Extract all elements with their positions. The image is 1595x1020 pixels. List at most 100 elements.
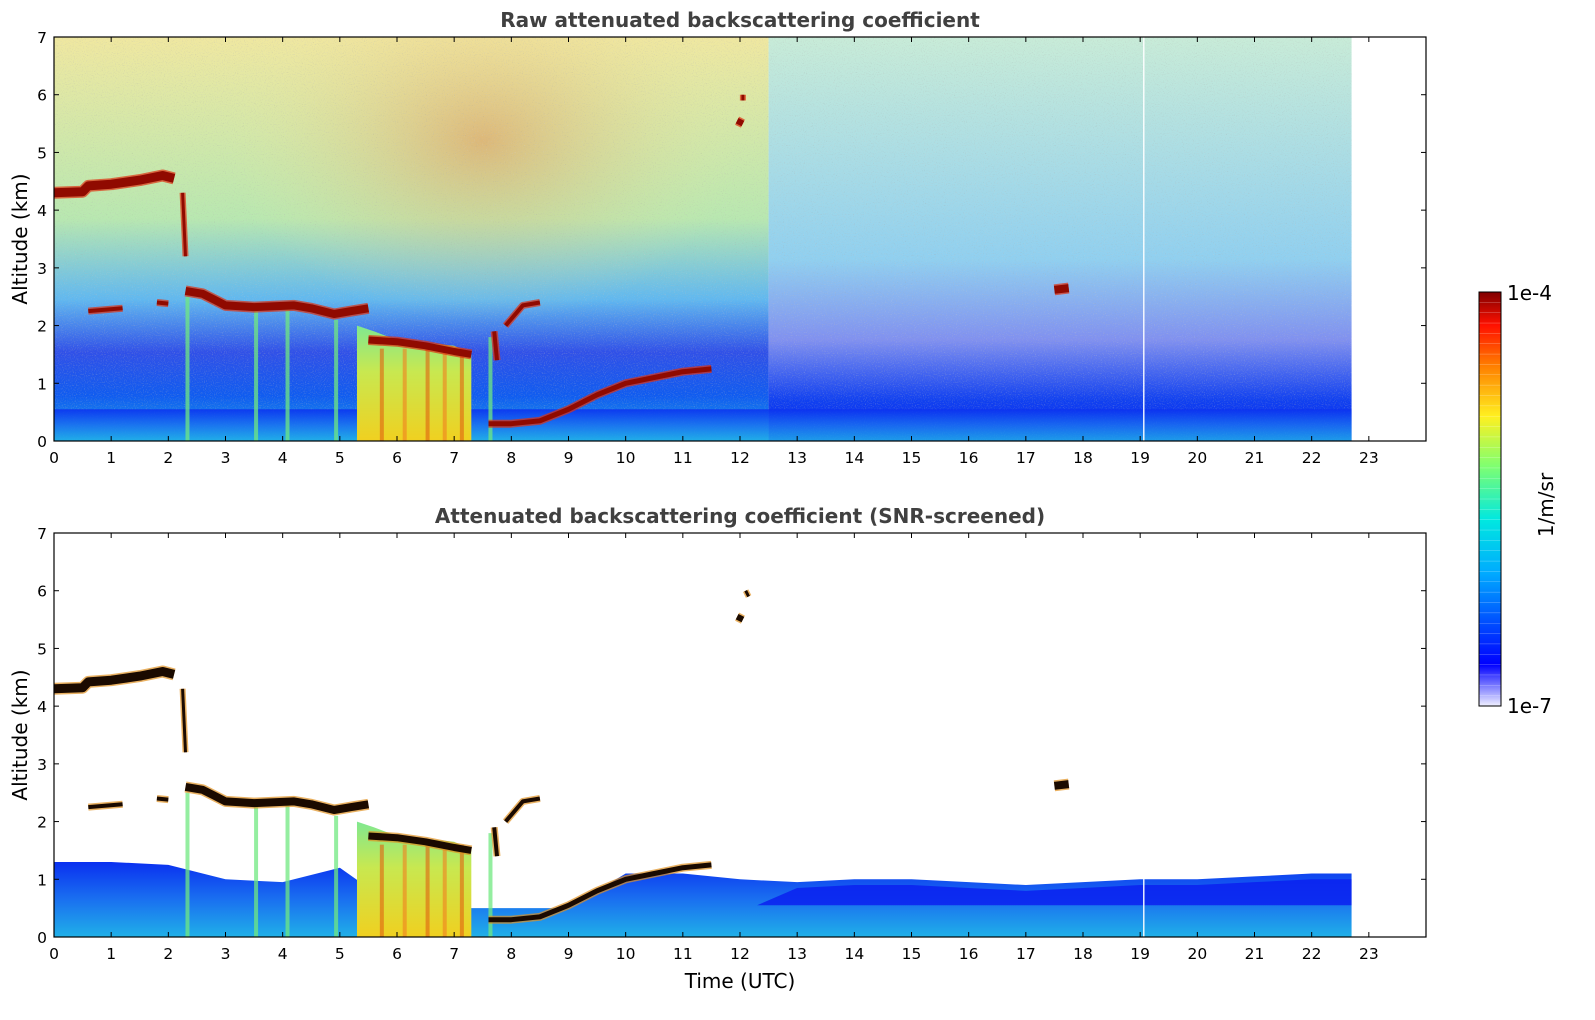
y-tick-label: 4 [37,202,47,220]
screened-y-axis-label: Altitude (km) [8,669,32,800]
cloud-elevated-a [735,614,745,623]
fall-streak [185,792,190,937]
y-tick-label: 4 [37,698,47,716]
x-tick-label: 12 [730,945,750,963]
x-tick-label: 19 [1130,449,1150,467]
y-tick-label: 3 [37,756,47,774]
raw-panel-title: Raw attenuated backscattering coefficien… [500,8,980,32]
raw-y-axis: 0 1 2 3 4 5 6 7 [37,29,1426,451]
colorbar: 1e-4 1e-7 1/m/sr [1478,281,1558,718]
x-tick-label: 11 [673,449,693,467]
cloud-layer-high [54,171,176,198]
y-tick-label: 7 [37,525,47,543]
cloud-layer-descending [488,366,712,427]
y-tick-label: 6 [37,87,47,105]
x-tick-label: 0 [49,449,59,467]
cloud-elevated-c [744,590,750,598]
cloud-layer-fall [181,192,187,257]
x-tick-label: 6 [392,945,402,963]
fall-streak [488,833,493,937]
x-tick-label: 10 [616,945,636,963]
x-tick-label: 4 [278,449,288,467]
y-tick-label: 5 [37,144,47,162]
x-tick-label: 4 [278,945,288,963]
x-tick-label: 16 [959,945,979,963]
cloud-fragment-c [492,331,499,361]
fall-streak [254,308,259,441]
x-tick-label: 16 [959,449,979,467]
fall-streak [334,319,339,441]
fall-streak [285,308,290,441]
y-tick-label: 1 [37,375,47,393]
x-tick-label: 7 [449,449,459,467]
x-tick-label: 7 [449,945,459,963]
x-tick-label: 23 [1359,449,1379,467]
x-tick-label: 22 [1302,449,1322,467]
fall-streak [254,804,259,937]
x-tick-label: 15 [902,945,922,963]
cloud-fragment-c [492,827,499,857]
x-tick-label: 18 [1073,449,1093,467]
x-tick-label: 19 [1130,945,1150,963]
fall-streak [285,804,290,937]
cloud-fragment-b [156,796,169,802]
y-tick-label: 5 [37,640,47,658]
raw-noise-texture [54,37,1352,441]
screened-x-axis: 0 1 2 3 4 5 6 7 8 9 10 11 12 13 14 15 16 17 18 19 20 21 22 23 [49,533,1379,963]
cloud-fragment-a [88,802,123,810]
y-tick-label: 2 [37,814,47,832]
cloud-layer-descending [488,862,712,923]
x-tick-label: 18 [1073,945,1093,963]
raw-heatmap-image [54,37,1352,441]
y-tick-label: 2 [37,318,47,336]
screened-backscatter-panel: Attenuated backscattering coefficient (S… [8,504,1427,993]
x-tick-label: 17 [1016,449,1036,467]
data-gap-line [1143,37,1145,441]
colorbar-frame [1478,291,1502,707]
x-tick-label: 6 [392,449,402,467]
colorbar-max-label: 1e-4 [1507,281,1552,305]
screened-y-axis: 0 1 2 3 4 5 6 7 [37,525,1426,947]
cloud-fragment-b [156,300,169,306]
y-tick-label: 6 [37,583,47,601]
raw-boundary-layer [54,409,1352,441]
screened-plot-frame [53,532,1427,938]
x-tick-label: 14 [844,449,864,467]
cloud-layer-precip [368,336,472,358]
precipitation-streak [459,348,464,441]
x-tick-label: 15 [902,449,922,467]
x-tick-label: 1 [106,449,116,467]
precipitation-streak [379,348,384,441]
precipitation-streak [425,844,430,937]
x-tick-label: 2 [163,449,173,467]
image-layer [54,37,1352,441]
cloud-layer-mid [184,782,370,814]
image-layer [54,533,1352,937]
x-tick-label: 21 [1245,945,1265,963]
precipitation-streak [425,348,430,441]
x-tick-label: 20 [1187,945,1207,963]
y-tick-label: 3 [37,260,47,278]
precipitation-streak [402,844,407,937]
x-tick-label: 10 [616,449,636,467]
x-axis-label: Time (UTC) [684,969,796,993]
colorbar-min-label: 1e-7 [1507,694,1552,718]
raw-y-axis-label: Altitude (km) [8,173,32,304]
x-tick-label: 3 [221,449,231,467]
fall-streak [185,296,190,441]
screened-heatmap-image [54,533,1352,937]
x-tick-label: 13 [787,449,807,467]
x-tick-label: 11 [673,945,693,963]
precipitation-streak [379,844,384,937]
precipitation-streak [442,844,447,937]
cloud-fragment-d [504,300,541,327]
fall-streak [334,815,339,937]
x-tick-label: 9 [564,449,574,467]
x-tick-label: 8 [506,449,516,467]
y-tick-label: 1 [37,871,47,889]
cloud-elevated-b [1053,284,1070,294]
x-tick-label: 1 [106,945,116,963]
cloud-layer-fall [181,688,187,753]
cloud-layer-mid [184,286,370,318]
x-tick-label: 0 [49,945,59,963]
